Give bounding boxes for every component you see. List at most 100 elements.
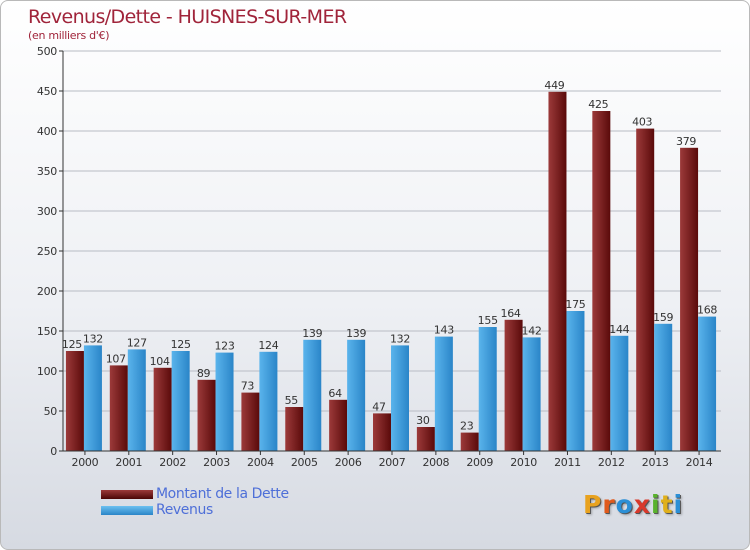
- bar-debt: [197, 379, 216, 451]
- bar-debt: [416, 427, 435, 451]
- bar-revenus: [478, 327, 497, 451]
- data-label-revenus: 124: [258, 339, 278, 352]
- y-tick-label: 50: [44, 405, 58, 418]
- bar-debt: [592, 111, 611, 451]
- bar-revenus: [566, 311, 585, 451]
- data-label-revenus: 139: [346, 327, 366, 340]
- logo-letter: o: [615, 490, 634, 519]
- data-label-debt: 403: [632, 116, 652, 129]
- x-tick-label: 2000: [72, 456, 99, 469]
- data-label-debt: 55: [285, 394, 299, 407]
- logo-letter: t: [660, 490, 674, 519]
- y-tick-label: 300: [37, 205, 57, 218]
- bar-revenus: [171, 351, 190, 451]
- data-label-revenus: 139: [302, 327, 322, 340]
- bar-revenus: [434, 336, 453, 451]
- data-label-debt: 164: [501, 307, 521, 320]
- x-tick-label: 2004: [247, 456, 274, 469]
- bar-debt: [241, 392, 260, 451]
- y-tick-label: 250: [37, 245, 57, 258]
- data-label-revenus: 159: [653, 311, 673, 324]
- x-tick-label: 2011: [554, 456, 581, 469]
- data-label-debt: 47: [372, 400, 386, 413]
- legend-swatch-debt: [101, 490, 153, 499]
- bar-revenus: [83, 345, 102, 451]
- data-label-debt: 104: [150, 355, 170, 368]
- data-label-debt: 449: [544, 79, 564, 92]
- legend-swatch-revenus: [101, 506, 153, 515]
- y-tick-label: 100: [37, 365, 57, 378]
- logo-letter: i: [673, 490, 684, 519]
- bar-debt: [329, 399, 348, 451]
- data-label-revenus: 168: [697, 304, 717, 317]
- x-tick-label: 2013: [642, 456, 669, 469]
- x-tick-label: 2010: [510, 456, 537, 469]
- data-label-debt: 30: [416, 414, 430, 427]
- x-tick-label: 2001: [115, 456, 142, 469]
- data-label-revenus: 175: [565, 298, 585, 311]
- data-label-debt: 379: [676, 135, 696, 148]
- bar-revenus: [215, 352, 234, 451]
- bar-revenus: [303, 339, 322, 451]
- y-tick-label: 350: [37, 165, 57, 178]
- chart-subtitle: (en milliers d'€): [28, 29, 110, 42]
- x-tick-label: 2003: [203, 456, 230, 469]
- chart-title: Revenus/Dette - HUISNES-SUR-MER: [28, 6, 347, 28]
- logo-letter: P: [583, 490, 603, 519]
- data-label-revenus: 125: [171, 338, 191, 351]
- x-tick-label: 2008: [422, 456, 449, 469]
- x-tick-label: 2002: [159, 456, 186, 469]
- bar-revenus: [391, 345, 409, 451]
- y-tick-label: 500: [37, 45, 57, 58]
- y-tick-label: 150: [37, 325, 57, 338]
- bar-revenus: [127, 349, 146, 451]
- data-label-debt: 64: [328, 387, 342, 400]
- bar-revenus: [522, 337, 541, 451]
- data-label-revenus: 127: [127, 336, 147, 349]
- proxiti-logo: Proxiti: [583, 490, 683, 519]
- y-tick-label: 200: [37, 285, 57, 298]
- bar-debt: [285, 407, 304, 451]
- data-label-revenus: 144: [609, 323, 629, 336]
- bar-revenus: [654, 323, 673, 451]
- bar-debt: [504, 319, 523, 451]
- bar-debt: [460, 432, 479, 451]
- logo-letter: x: [633, 490, 651, 519]
- bar-debt: [109, 365, 128, 451]
- y-tick-label: 400: [37, 125, 57, 138]
- y-tick-label: 0: [50, 445, 57, 458]
- data-label-debt: 107: [106, 352, 126, 365]
- bar-revenus: [259, 351, 278, 451]
- bar-revenus: [610, 335, 629, 451]
- bar-debt: [153, 367, 172, 451]
- legend-label-debt: Montant de la Dette: [156, 486, 289, 502]
- data-label-revenus: 142: [522, 324, 542, 337]
- logo-letter: r: [602, 490, 616, 519]
- bar-debt: [548, 91, 567, 452]
- x-tick-label: 2012: [598, 456, 625, 469]
- data-label-debt: 23: [460, 420, 474, 433]
- bar-debt: [636, 128, 655, 451]
- bar-revenus: [347, 339, 366, 451]
- data-label-revenus: 123: [214, 340, 234, 353]
- data-label-revenus: 143: [434, 324, 454, 337]
- bar-debt: [65, 351, 84, 451]
- y-tick-label: 450: [37, 85, 57, 98]
- data-label-revenus: 132: [390, 332, 410, 345]
- bar-revenus: [698, 316, 717, 451]
- bar-debt: [680, 147, 699, 452]
- x-tick-label: 2014: [686, 456, 713, 469]
- x-tick-label: 2007: [379, 456, 406, 469]
- data-label-revenus: 132: [83, 332, 103, 345]
- data-label-debt: 73: [241, 380, 255, 393]
- x-tick-label: 2006: [335, 456, 362, 469]
- logo-letter: i: [651, 490, 661, 519]
- data-label-debt: 425: [588, 98, 608, 111]
- data-label-debt: 125: [62, 338, 82, 351]
- data-label-debt: 89: [197, 367, 211, 380]
- bar-debt: [373, 413, 391, 451]
- x-tick-label: 2005: [291, 456, 318, 469]
- legend-label-revenus: Revenus: [156, 502, 213, 518]
